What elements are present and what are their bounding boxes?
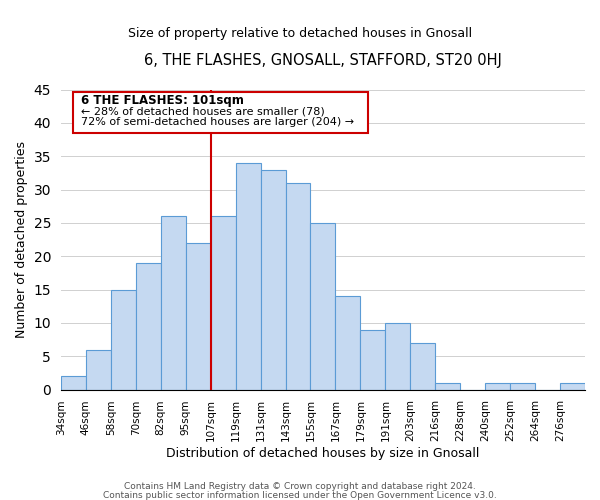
Bar xyxy=(185,243,211,390)
FancyBboxPatch shape xyxy=(73,92,368,133)
Text: 72% of semi-detached houses are larger (204) →: 72% of semi-detached houses are larger (… xyxy=(81,117,354,127)
Bar xyxy=(136,263,161,390)
Bar xyxy=(286,183,310,390)
Text: 6 THE FLASHES: 101sqm: 6 THE FLASHES: 101sqm xyxy=(81,94,244,107)
Bar xyxy=(560,383,585,390)
Bar xyxy=(260,170,286,390)
Bar xyxy=(410,343,435,390)
Bar xyxy=(510,383,535,390)
Bar xyxy=(435,383,460,390)
Bar xyxy=(310,223,335,390)
Bar xyxy=(211,216,236,390)
Bar xyxy=(335,296,361,390)
Title: 6, THE FLASHES, GNOSALL, STAFFORD, ST20 0HJ: 6, THE FLASHES, GNOSALL, STAFFORD, ST20 … xyxy=(144,52,502,68)
Bar xyxy=(385,323,410,390)
Y-axis label: Number of detached properties: Number of detached properties xyxy=(15,141,28,338)
Text: Contains HM Land Registry data © Crown copyright and database right 2024.: Contains HM Land Registry data © Crown c… xyxy=(124,482,476,491)
Bar xyxy=(485,383,510,390)
Bar xyxy=(86,350,111,390)
Bar xyxy=(161,216,185,390)
Bar xyxy=(61,376,86,390)
Bar xyxy=(361,330,385,390)
Bar xyxy=(111,290,136,390)
X-axis label: Distribution of detached houses by size in Gnosall: Distribution of detached houses by size … xyxy=(166,447,479,460)
Text: ← 28% of detached houses are smaller (78): ← 28% of detached houses are smaller (78… xyxy=(81,106,325,116)
Text: Size of property relative to detached houses in Gnosall: Size of property relative to detached ho… xyxy=(128,28,472,40)
Text: Contains public sector information licensed under the Open Government Licence v3: Contains public sector information licen… xyxy=(103,490,497,500)
Bar xyxy=(236,163,260,390)
